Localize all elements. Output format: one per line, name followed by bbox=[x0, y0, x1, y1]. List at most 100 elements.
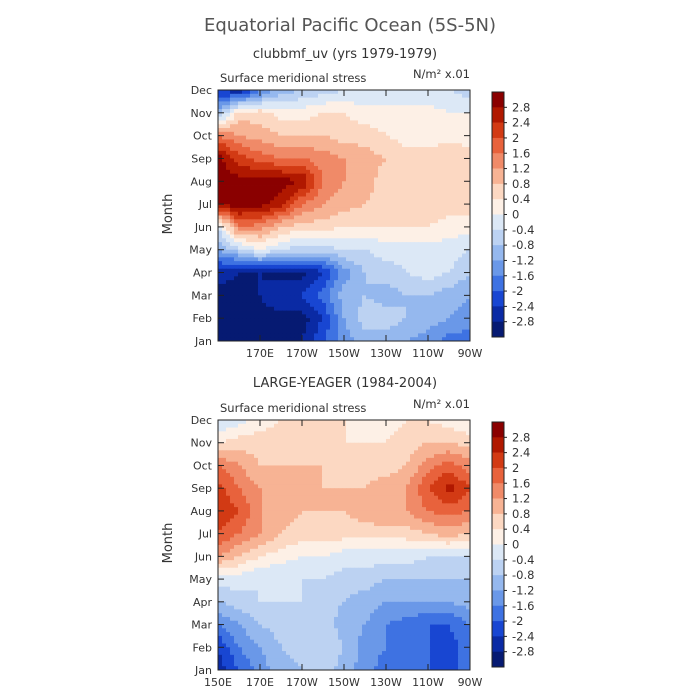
contour-cell bbox=[242, 204, 247, 209]
contour-cell bbox=[362, 291, 367, 296]
contour-cell bbox=[378, 454, 383, 459]
contour-cell bbox=[254, 112, 259, 118]
contour-cell bbox=[294, 223, 299, 228]
contour-cell bbox=[254, 253, 259, 258]
contour-cell bbox=[362, 150, 367, 156]
contour-cell bbox=[318, 177, 323, 182]
contour-cell bbox=[290, 310, 295, 315]
contour-cell bbox=[406, 120, 411, 125]
contour-cell bbox=[226, 253, 231, 258]
contour-cell bbox=[306, 181, 311, 186]
contour-cell bbox=[394, 109, 399, 114]
contour-cell bbox=[418, 438, 423, 444]
contour-cell bbox=[222, 299, 227, 304]
contour-cell bbox=[266, 135, 271, 140]
contour-cell bbox=[390, 93, 395, 98]
contour-cell bbox=[446, 264, 451, 270]
contour-cell bbox=[314, 230, 319, 235]
contour-cell bbox=[310, 204, 315, 209]
contour-cell bbox=[366, 143, 371, 148]
contour-cell bbox=[218, 135, 223, 140]
contour-cell bbox=[394, 97, 399, 102]
contour-cell bbox=[374, 302, 379, 308]
contour-cell bbox=[422, 147, 427, 152]
contour-cell bbox=[234, 230, 239, 235]
contour-cell bbox=[218, 302, 223, 308]
x-tick-label: 170E bbox=[246, 347, 274, 360]
contour-cell bbox=[450, 181, 455, 186]
contour-cell bbox=[218, 192, 223, 197]
contour-cell bbox=[354, 101, 359, 106]
contour-cell bbox=[422, 215, 427, 220]
contour-cell bbox=[306, 143, 311, 148]
contour-cell bbox=[362, 207, 367, 213]
contour-cell bbox=[454, 337, 459, 342]
contour-cell bbox=[462, 337, 467, 342]
contour-cell bbox=[370, 457, 375, 463]
contour-cell bbox=[382, 420, 387, 425]
contour-cell bbox=[458, 446, 463, 451]
contour-cell bbox=[374, 188, 379, 194]
contour-cell bbox=[322, 291, 327, 296]
contour-cell bbox=[298, 139, 303, 144]
contour-cell bbox=[218, 442, 223, 447]
contour-cell bbox=[222, 139, 227, 144]
contour-cell bbox=[314, 283, 319, 289]
contour-cell bbox=[322, 325, 327, 330]
contour-cell bbox=[298, 219, 303, 224]
contour-cell bbox=[418, 310, 423, 315]
contour-cell bbox=[270, 166, 275, 171]
contour-cell bbox=[378, 185, 383, 190]
contour-cell bbox=[266, 280, 271, 285]
contour-cell bbox=[466, 302, 471, 308]
contour-cell bbox=[226, 337, 231, 342]
contour-cell bbox=[318, 204, 323, 209]
contour-cell bbox=[322, 310, 327, 315]
contour-cell bbox=[454, 188, 459, 194]
contour-cell bbox=[306, 215, 311, 220]
contour-cell bbox=[326, 435, 331, 440]
contour-cell bbox=[370, 325, 375, 330]
contour-cell bbox=[326, 450, 331, 455]
contour-cell bbox=[434, 120, 439, 125]
contour-cell bbox=[406, 124, 411, 129]
contour-cell bbox=[218, 112, 223, 118]
contour-cell bbox=[326, 431, 331, 436]
contour-cell bbox=[350, 253, 355, 258]
contour-cell bbox=[338, 93, 343, 98]
contour-cell bbox=[338, 120, 343, 125]
contour-cell bbox=[218, 188, 223, 194]
contour-cell bbox=[318, 333, 323, 338]
contour-cell bbox=[318, 223, 323, 228]
contour-cell bbox=[350, 173, 355, 178]
contour-cell bbox=[298, 154, 303, 159]
contour-cell bbox=[442, 150, 447, 156]
contour-cell bbox=[434, 124, 439, 129]
contour-cell bbox=[466, 314, 471, 319]
contour-cell bbox=[262, 204, 267, 209]
contour-cell bbox=[442, 427, 447, 432]
contour-cell bbox=[330, 169, 335, 175]
contour-cell bbox=[226, 423, 231, 428]
contour-cell bbox=[366, 427, 371, 432]
contour-cell bbox=[466, 329, 471, 334]
contour-cell bbox=[222, 302, 227, 308]
contour-cell bbox=[286, 154, 291, 159]
contour-cell bbox=[414, 272, 419, 277]
contour-cell bbox=[246, 204, 251, 209]
contour-cell bbox=[422, 325, 427, 330]
contour-cell bbox=[218, 427, 223, 432]
contour-cell bbox=[314, 204, 319, 209]
contour-cell bbox=[350, 287, 355, 292]
contour-cell bbox=[410, 177, 415, 182]
contour-cell bbox=[446, 333, 451, 338]
contour-cell bbox=[330, 253, 335, 258]
contour-cell bbox=[350, 162, 355, 167]
contour-cell bbox=[270, 420, 275, 425]
contour-cell bbox=[270, 427, 275, 432]
contour-cell bbox=[302, 196, 307, 201]
contour-cell bbox=[446, 128, 451, 133]
contour-cell bbox=[342, 438, 347, 444]
contour-cell bbox=[406, 268, 411, 273]
contour-cell bbox=[230, 268, 235, 273]
